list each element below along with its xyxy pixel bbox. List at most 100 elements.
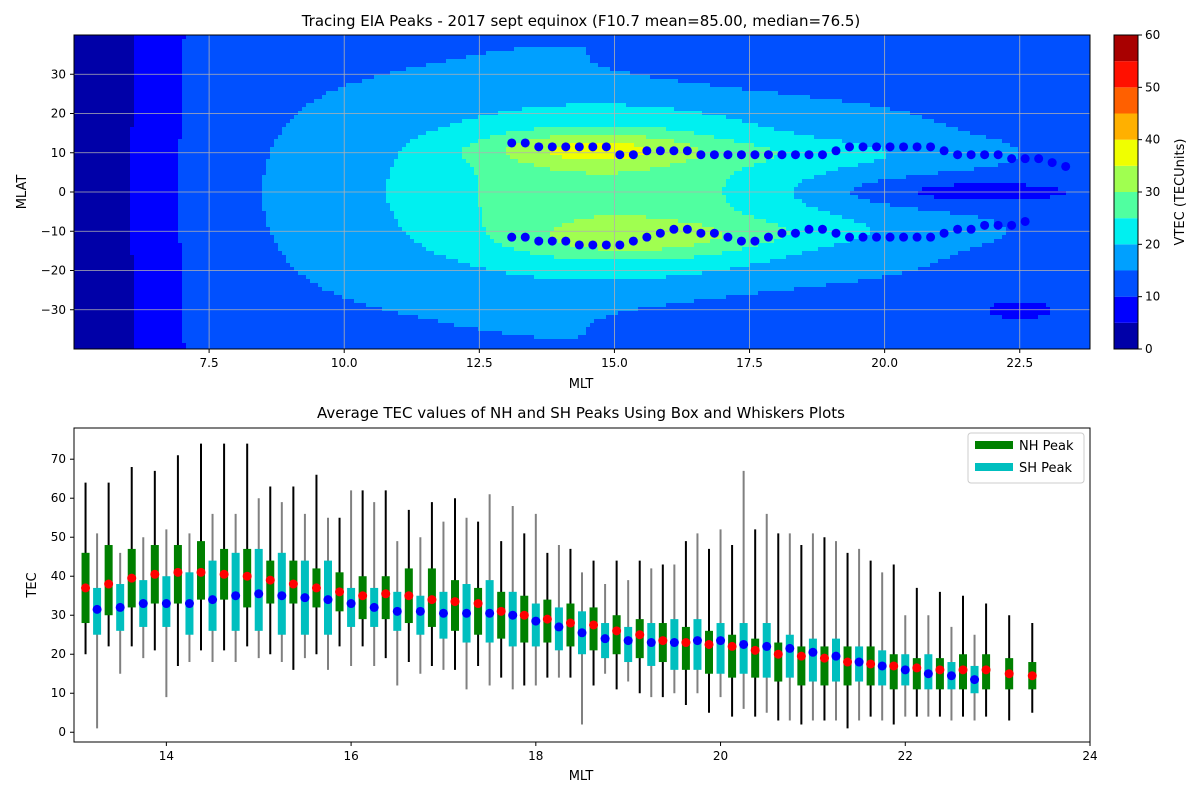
contour-cell (766, 159, 875, 164)
sh-peak-point-27 (872, 232, 882, 242)
nh-mean-point-23 (612, 626, 622, 636)
contour-cell (702, 223, 779, 228)
contour-cell (130, 167, 179, 172)
contour-cell (74, 239, 131, 244)
contour-cell (694, 131, 795, 136)
nh-box-35 (889, 654, 898, 690)
contour-cell (478, 115, 727, 120)
sh-peak-point-13 (682, 224, 692, 234)
contour-cell (478, 203, 731, 208)
nh-peak-point-29 (899, 142, 909, 152)
sh-peak-point-16 (723, 232, 733, 242)
contour-cell (74, 143, 131, 148)
contour-cell (450, 123, 759, 128)
contour-cell (398, 311, 619, 316)
sh-peak-point-29 (899, 232, 909, 242)
contour-cell (74, 99, 135, 104)
contour-cell (594, 319, 1090, 324)
contour-cell (74, 187, 131, 192)
contour-cell (1002, 235, 1090, 240)
sh-mean-point-32 (831, 651, 841, 661)
contour-cell (182, 75, 375, 80)
box-x-tick-label-1: 16 (343, 749, 358, 763)
contour-cell (386, 183, 479, 188)
contour-cell (130, 175, 179, 180)
contour-cell (550, 231, 723, 236)
sh-mean-point-26 (692, 636, 702, 646)
contour-cell (282, 127, 439, 132)
nh-mean-point-18 (496, 606, 506, 616)
contour-cell (818, 207, 919, 212)
contour-cell (938, 259, 1090, 264)
contour-cell (182, 103, 307, 108)
contour-cell (130, 207, 179, 212)
nh-mean-point-12 (358, 591, 368, 601)
box-y-tick-label-5: 50 (51, 530, 66, 544)
contour-cell (182, 319, 439, 324)
contour-cell (618, 311, 991, 316)
contour-cell (734, 139, 843, 144)
contour-cell (742, 167, 839, 172)
contour-cell (74, 327, 135, 332)
nh-peak-point-14 (696, 150, 706, 160)
contour-cell (506, 131, 695, 136)
contour-cell (286, 259, 459, 264)
contour-cell (398, 223, 483, 228)
nh-mean-point-38 (958, 665, 968, 675)
sh-peak-point-33 (953, 224, 963, 234)
contour-cell (182, 99, 315, 104)
contour-cell (870, 227, 1007, 232)
contour-cell (74, 155, 131, 160)
contour-cell (182, 259, 287, 264)
contour-cell (182, 307, 383, 312)
contour-cell (890, 203, 1090, 208)
contour-cell (74, 267, 135, 272)
contour-cell (662, 247, 743, 252)
contour-cell (482, 223, 563, 228)
sh-mean-point-13 (392, 606, 402, 616)
contour-cell (890, 107, 1090, 112)
contour-cell (534, 335, 579, 340)
contour-cell (534, 163, 671, 168)
colorbar-band-0 (1114, 322, 1138, 349)
contour-cell (418, 135, 491, 140)
contour-cell (262, 203, 391, 208)
colorbar-tick-label-1: 10 (1145, 290, 1160, 304)
contour-cell (974, 167, 1090, 172)
contour-cell (482, 215, 595, 220)
nh-peak-point-17 (736, 150, 746, 160)
nh-mean-point-37 (935, 665, 945, 675)
contour-cell (646, 215, 755, 220)
legend-swatch-sh (975, 463, 1013, 471)
contour-cell (722, 251, 803, 256)
contour-cell (74, 263, 135, 268)
contour-cell (730, 175, 815, 180)
contour-cell (970, 131, 1090, 136)
contour-cell (774, 239, 851, 244)
contour-cell (130, 163, 179, 168)
contour-cell (314, 99, 843, 104)
contour-cell (838, 167, 975, 172)
nh-peak-point-7 (601, 142, 611, 152)
contour-cell (262, 175, 391, 180)
contour-cell (726, 179, 803, 184)
contour-cell (130, 183, 179, 188)
contour-cell (878, 179, 1090, 184)
contour-cell (74, 323, 135, 328)
contour-cell (722, 231, 791, 236)
colorbar-band-5 (1114, 192, 1138, 219)
colorbar-tick-label-6: 60 (1145, 28, 1160, 42)
nh-peak-point-16 (723, 150, 733, 160)
contour-cell (74, 203, 131, 208)
contour-cell (1018, 151, 1090, 156)
contour-cell (958, 251, 1090, 256)
nh-mean-point-28 (727, 641, 737, 651)
contour-cell (970, 247, 1090, 252)
contour-cell (562, 223, 703, 228)
nh-mean-point-15 (427, 595, 437, 605)
contour-cell (74, 83, 135, 88)
contour-cell (646, 135, 715, 140)
contour-cell (454, 323, 591, 328)
contour-cell (74, 147, 131, 152)
contour-cell (918, 207, 1090, 212)
